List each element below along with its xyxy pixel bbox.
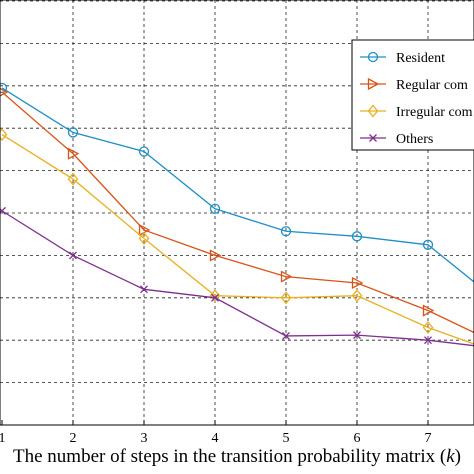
x-tick-label: 1 [0, 431, 6, 446]
series-layer [0, 82, 474, 347]
series-1 [0, 82, 474, 283]
data-point [351, 289, 363, 303]
series-line [1, 134, 474, 345]
data-point [422, 239, 434, 250]
series-line [1, 87, 474, 283]
series-3 [0, 128, 474, 345]
series-line [1, 210, 474, 347]
data-point [67, 147, 80, 160]
data-point [209, 203, 221, 214]
legend-label: Regular com [396, 78, 468, 93]
series-line [1, 91, 474, 334]
data-point [138, 231, 150, 245]
legend-marker [367, 51, 379, 63]
data-point [351, 276, 364, 290]
data-point [280, 291, 292, 305]
data-point [140, 285, 148, 294]
x-tick-label: 3 [141, 431, 148, 446]
legend-marker [367, 77, 380, 91]
x-tick-label: 7 [425, 431, 432, 446]
series-2 [0, 87, 474, 334]
legend-box [351, 39, 474, 151]
data-point [67, 127, 79, 138]
data-point [67, 172, 79, 186]
x-tick-label: 2 [70, 431, 77, 446]
x-axis: 1 2 3 4 5 6 7 [0, 420, 432, 446]
data-point [424, 336, 432, 345]
legend: Resident Regular com Irregular com Others [351, 39, 474, 151]
data-point [282, 332, 290, 340]
legend-label: Others [396, 132, 433, 147]
data-point [422, 320, 434, 335]
legend-label: Irregular com [396, 105, 473, 120]
data-point [0, 87, 9, 97]
x-axis-label: The number of steps in the transition pr… [13, 446, 461, 467]
x-tick-label: 5 [283, 431, 290, 446]
data-point [0, 128, 8, 142]
legend-marker [367, 104, 379, 118]
x-tick-label: 6 [354, 431, 361, 446]
data-point [209, 249, 222, 262]
data-point [422, 304, 435, 317]
series-4 [0, 206, 474, 347]
x-tick-label: 4 [212, 431, 219, 446]
grid [0, 0, 474, 425]
data-point [280, 226, 292, 237]
legend-label: Resident [396, 51, 445, 66]
data-point [280, 270, 293, 283]
data-point [138, 146, 150, 157]
data-point [351, 231, 363, 242]
plot-frame [0, 0, 474, 426]
data-point [0, 206, 6, 215]
data-point [211, 293, 219, 302]
legend-marker [369, 134, 377, 142]
data-point [209, 289, 221, 303]
data-point [69, 251, 77, 260]
data-point [353, 331, 361, 340]
